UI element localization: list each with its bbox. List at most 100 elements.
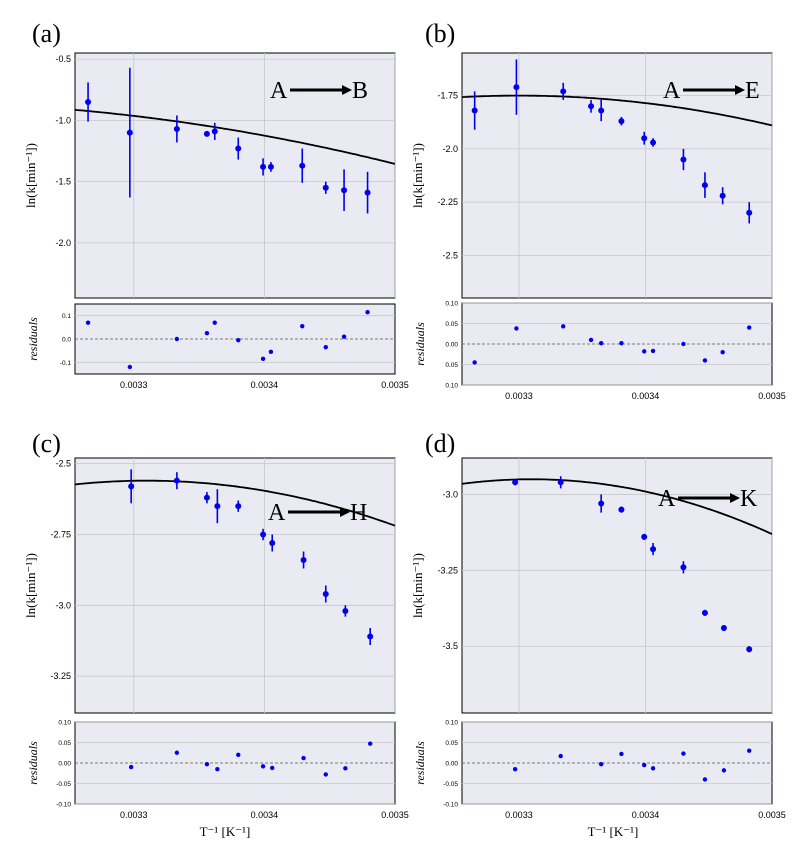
residual-point xyxy=(204,330,210,336)
y-axis-label: ln(k[min⁻¹]) xyxy=(23,143,38,208)
data-point xyxy=(214,503,221,510)
x-tick-label: 0.0033 xyxy=(505,391,533,401)
residuals-label: residuals xyxy=(26,317,40,361)
y-tick-label: -3.0 xyxy=(55,600,71,610)
data-point xyxy=(557,479,564,486)
y-axis-label: ln(k[min⁻¹]) xyxy=(410,143,425,208)
data-point xyxy=(126,129,133,136)
data-point xyxy=(720,625,727,631)
res-y-tick-label: 0.10 xyxy=(445,720,458,727)
residual-point xyxy=(174,750,180,755)
data-point xyxy=(299,162,306,169)
residual-point xyxy=(588,337,594,343)
data-point xyxy=(701,609,708,616)
residual-point xyxy=(174,336,180,342)
main-plot-area xyxy=(461,52,773,299)
y-tick-label: -3.0 xyxy=(442,489,458,499)
residual-point xyxy=(598,762,604,767)
res-y-tick-label: 0.00 xyxy=(58,761,71,768)
reaction-arrow-head xyxy=(730,493,740,503)
x-tick-label: 0.0035 xyxy=(758,391,786,401)
res-y-tick-label: 0.10 xyxy=(58,720,71,727)
data-point xyxy=(471,107,478,114)
residual-point xyxy=(747,748,752,753)
data-point xyxy=(203,494,210,501)
data-point xyxy=(85,99,92,105)
panel-a: (a) -2.0 -1.5 -1.0 -0.5 A Bln(k[min⁻¹]) -0.1 0.0… xyxy=(23,19,409,390)
data-point xyxy=(746,646,753,653)
residual-point xyxy=(619,751,624,757)
data-point xyxy=(235,503,242,510)
residual-point xyxy=(128,764,134,770)
residuals-label: residuals xyxy=(26,741,40,785)
data-point xyxy=(650,139,657,146)
reaction-from: A xyxy=(270,78,288,104)
fit-curve xyxy=(462,478,772,535)
residual-point xyxy=(558,753,563,759)
residual-point xyxy=(702,777,708,782)
residual-point xyxy=(268,349,274,355)
residual-point xyxy=(341,334,347,339)
reaction-arrow-head xyxy=(340,507,350,517)
data-point xyxy=(618,506,625,513)
residual-point xyxy=(300,323,305,329)
residual-point xyxy=(747,325,752,330)
panel-label: (a) xyxy=(32,19,61,48)
x-tick-label: 0.0034 xyxy=(632,810,660,820)
y-tick-label: -2.75 xyxy=(50,530,71,540)
data-point xyxy=(588,103,595,110)
data-point xyxy=(641,135,648,142)
y-tick-label: -2.5 xyxy=(442,250,458,260)
y-tick-label: -1.5 xyxy=(55,177,71,187)
reaction-to: E xyxy=(745,78,760,104)
x-tick-label: 0.0033 xyxy=(120,380,148,390)
residual-point xyxy=(512,766,518,772)
residual-point xyxy=(343,766,348,771)
x-tick-label: 0.0034 xyxy=(251,810,279,820)
data-point xyxy=(641,533,648,540)
residuals-label: residuals xyxy=(413,322,427,366)
res-y-tick-label: 0.00 xyxy=(445,342,458,349)
data-point xyxy=(618,118,625,125)
res-y-tick-label: -0.10 xyxy=(443,802,458,809)
res-y-tick-label: 0.05 xyxy=(445,321,458,328)
residual-point xyxy=(650,348,656,354)
residual-point xyxy=(127,364,133,370)
data-point xyxy=(211,128,218,135)
reaction-to: H xyxy=(350,500,367,526)
data-point xyxy=(364,189,371,196)
res-y-tick-label: 0.0 xyxy=(62,337,71,344)
y-tick-label: -0.5 xyxy=(55,54,71,64)
residual-point xyxy=(642,762,647,768)
panel-label: (d) xyxy=(425,429,455,458)
data-point xyxy=(269,540,276,546)
y-axis-label: ln(k[min⁻¹]) xyxy=(23,553,38,618)
x-tick-label: 0.0034 xyxy=(251,380,279,390)
x-tick-label: 0.0035 xyxy=(381,380,409,390)
residual-point xyxy=(301,755,306,761)
residuals-label: residuals xyxy=(413,741,427,785)
data-point xyxy=(322,184,329,191)
res-y-tick-label: 0.10 xyxy=(445,301,458,308)
residual-point xyxy=(270,765,275,771)
residual-point xyxy=(561,324,566,329)
residual-point xyxy=(598,340,604,346)
data-point xyxy=(300,557,307,563)
data-point xyxy=(598,107,605,114)
x-tick-label: 0.0033 xyxy=(120,810,148,820)
residual-point xyxy=(514,326,519,331)
data-point xyxy=(598,500,605,507)
panel-label: (c) xyxy=(32,429,61,458)
y-tick-label: -1.75 xyxy=(437,91,458,101)
main-plot-area xyxy=(461,457,773,714)
data-point xyxy=(235,145,242,152)
residual-point xyxy=(681,751,686,756)
data-point xyxy=(367,633,374,640)
res-y-tick-label: 0.1 xyxy=(62,313,71,320)
main-plot-area xyxy=(74,52,396,299)
residual-point xyxy=(720,350,725,355)
residual-point xyxy=(85,320,91,325)
res-y-tick-label: -0.1 xyxy=(60,360,72,367)
data-point xyxy=(322,591,329,597)
